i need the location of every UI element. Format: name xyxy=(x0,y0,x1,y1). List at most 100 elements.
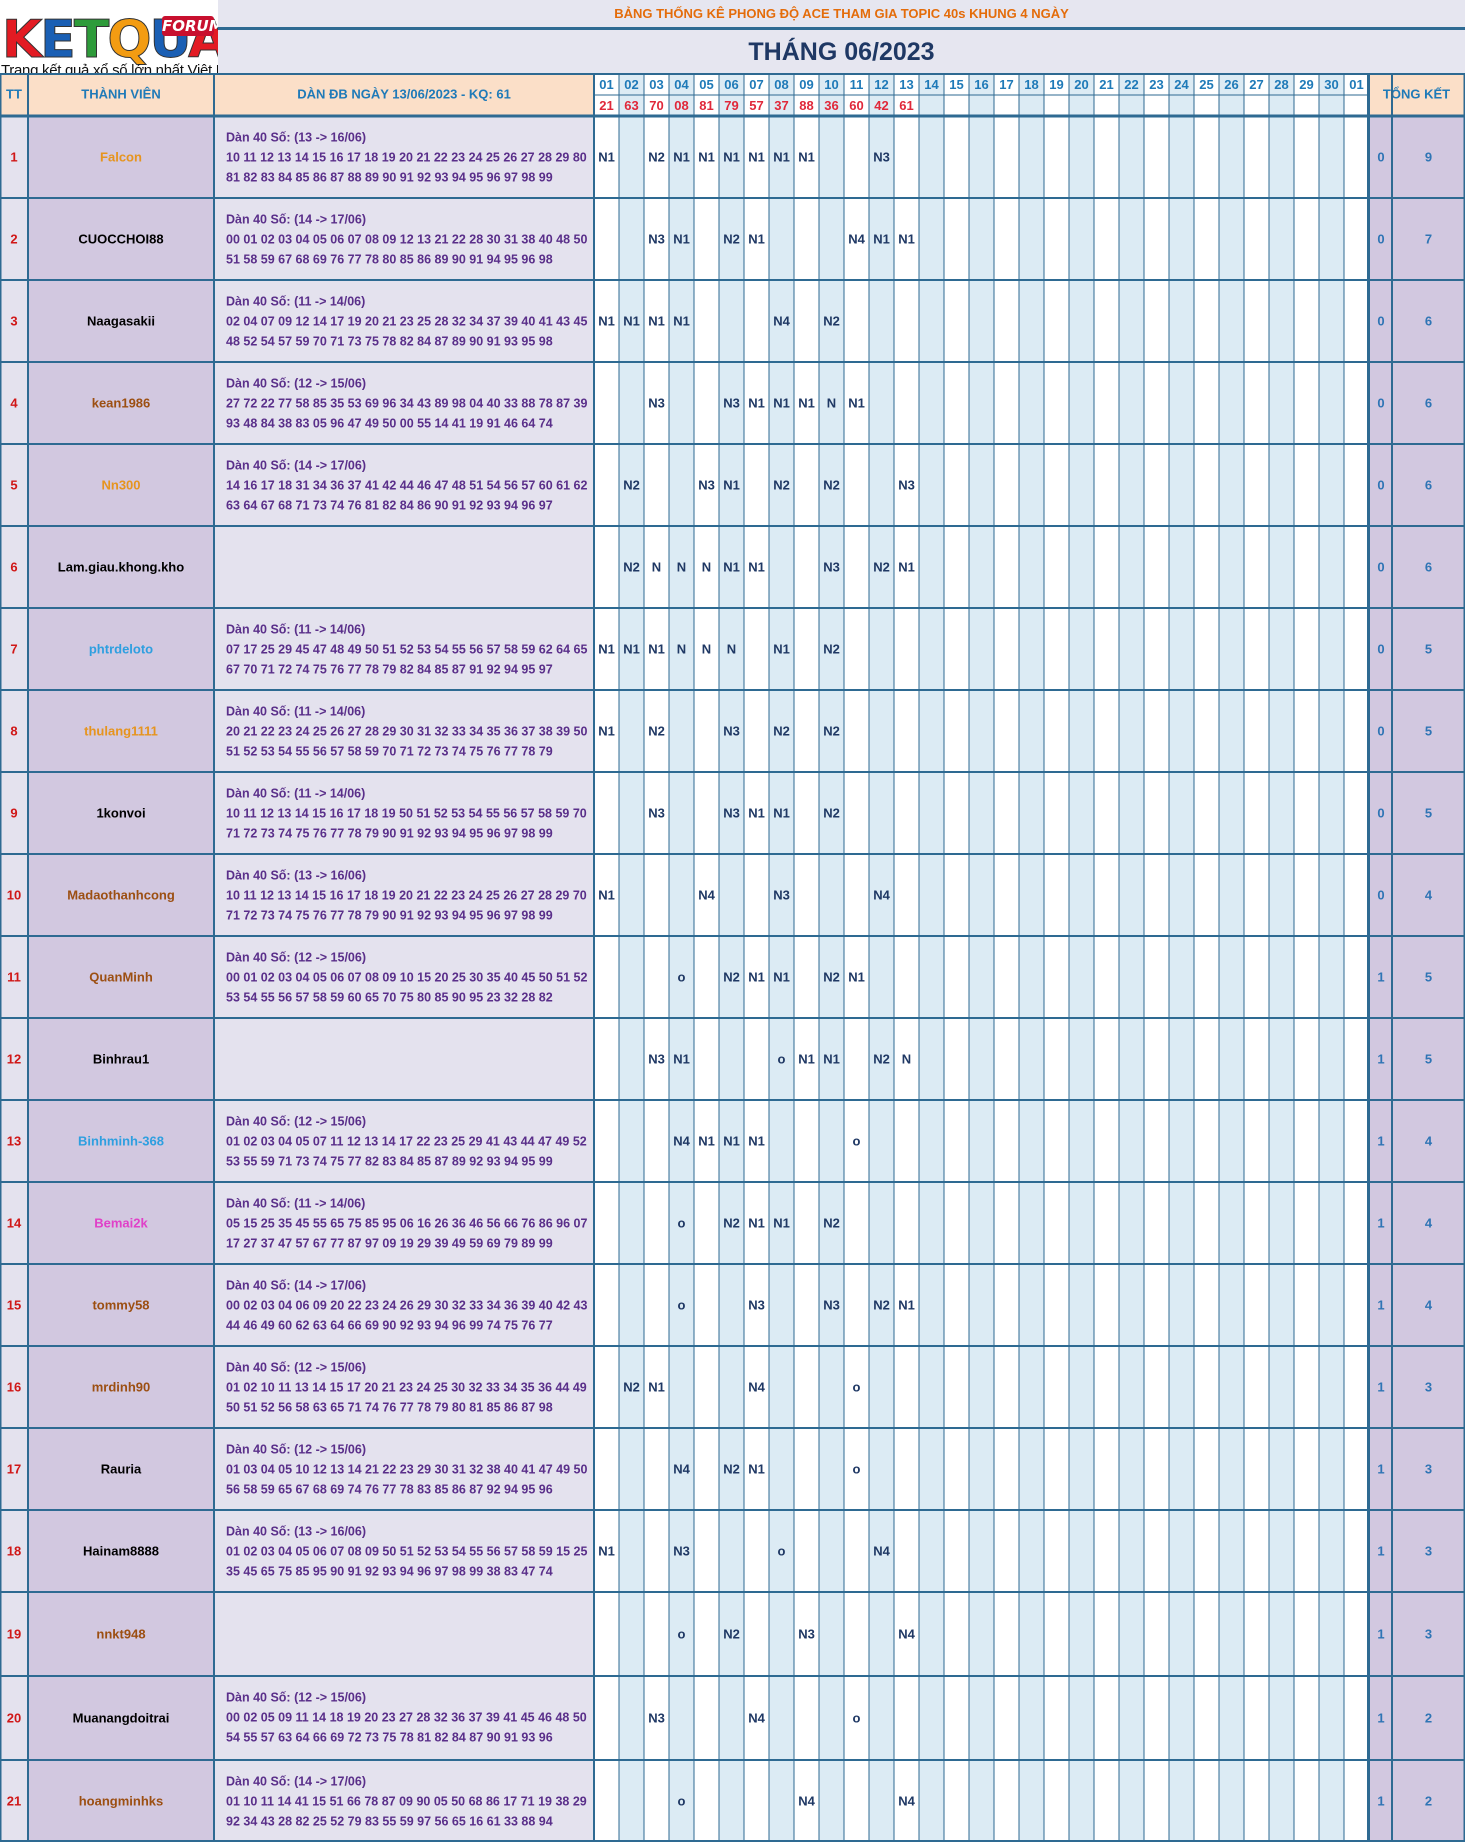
day-cell-bg xyxy=(969,1018,994,1100)
tt-cell-bg xyxy=(0,690,28,772)
day-mark: N1 xyxy=(848,395,865,410)
day-cell-bg xyxy=(919,1510,944,1592)
day-cell-bg xyxy=(769,854,794,936)
name-cell-bg xyxy=(28,1760,214,1842)
day-cell-bg xyxy=(869,1264,894,1346)
day-cell-bg xyxy=(644,116,669,198)
day-cell-bg xyxy=(669,116,694,198)
day-cell-bg xyxy=(619,198,644,280)
day-cell-bg xyxy=(969,1182,994,1264)
day-cell-bg xyxy=(594,116,619,198)
day-cell-bg xyxy=(619,1428,644,1510)
summary-a: 1 xyxy=(1377,1793,1384,1808)
day-cell-bg xyxy=(1244,444,1269,526)
day-mark: N1 xyxy=(748,805,765,820)
day-cell-bg xyxy=(669,1592,694,1676)
day-cell-bg xyxy=(744,1592,769,1676)
day-cell-bg xyxy=(819,854,844,936)
day-cell-bg xyxy=(669,1428,694,1510)
tt-cell-bg xyxy=(0,1182,28,1264)
day-cell-bg xyxy=(794,1592,819,1676)
day-cell-bg xyxy=(1044,1018,1069,1100)
member-name: Rauria xyxy=(101,1461,142,1476)
day-cell-bg xyxy=(1169,1760,1194,1842)
day-cell-bg xyxy=(1144,1676,1169,1760)
day-cell-bg xyxy=(644,1428,669,1510)
day-result: 42 xyxy=(874,98,888,113)
name-cell-bg xyxy=(28,116,214,198)
dan-title: Dàn 40 Số: (12 -> 15/06) xyxy=(226,1114,366,1128)
name-cell-bg xyxy=(28,1676,214,1760)
day-mark: N3 xyxy=(723,723,740,738)
member-name: thulang1111 xyxy=(84,723,158,738)
day-cell-bg xyxy=(1169,280,1194,362)
day-cell-bg xyxy=(994,526,1019,608)
row-number: 10 xyxy=(7,887,21,902)
day-cell-bg xyxy=(1119,854,1144,936)
day-cell-bg xyxy=(1044,772,1069,854)
day-cell-bg xyxy=(719,362,744,444)
day-cell-bg xyxy=(1044,1264,1069,1346)
day-mark: N1 xyxy=(798,1051,815,1066)
day-cell-bg xyxy=(1244,1264,1269,1346)
dan-cell-bg xyxy=(214,1264,594,1346)
row-number: 15 xyxy=(7,1297,21,1312)
summary-b: 3 xyxy=(1425,1626,1432,1641)
day-cell-bg xyxy=(794,1346,819,1428)
summary-a: 1 xyxy=(1377,969,1384,984)
day-mark: N1 xyxy=(748,559,765,574)
day-cell-bg xyxy=(1169,198,1194,280)
day-cell-bg xyxy=(769,1018,794,1100)
row-number: 7 xyxy=(10,641,17,656)
day-cell-bg xyxy=(1119,116,1144,198)
day-cell-bg xyxy=(1344,444,1369,526)
summary-b: 4 xyxy=(1425,1297,1433,1312)
day-number: 30 xyxy=(1324,77,1338,92)
day-cell-bg xyxy=(694,198,719,280)
day-cell-bg xyxy=(1119,772,1144,854)
member-name: nnkt948 xyxy=(96,1626,145,1641)
day-cell-bg xyxy=(1269,526,1294,608)
member-name: Muanangdoitrai xyxy=(73,1710,170,1725)
day-cell-bg xyxy=(594,936,619,1018)
summary-a: 0 xyxy=(1377,395,1384,410)
summary-cell-bg xyxy=(1368,1676,1465,1760)
dan-header: DÀN ĐB NGÀY 13/06/2023 - KQ: 61 xyxy=(297,86,511,101)
ketqua2-logo[interactable]: KETQUA2 FORUM Trang kết quả xổ số lớn nh… xyxy=(0,0,218,80)
day-cell-bg xyxy=(744,1018,769,1100)
day-number: 01 xyxy=(1349,77,1363,92)
day-cell-bg xyxy=(619,1510,644,1592)
day-cell-bg xyxy=(744,1264,769,1346)
day-number: 29 xyxy=(1299,77,1313,92)
day-cell-bg xyxy=(894,1100,919,1182)
day-cell-bg xyxy=(944,362,969,444)
day-cell-bg xyxy=(844,690,869,772)
day-cell-bg xyxy=(1269,772,1294,854)
day-cell-bg xyxy=(844,936,869,1018)
day-cell-bg xyxy=(1344,1510,1369,1592)
day-mark: N3 xyxy=(648,395,665,410)
dan-numbers-line1: 01 02 10 11 13 14 15 17 20 21 23 24 25 3… xyxy=(226,1380,587,1394)
day-mark: N2 xyxy=(823,969,840,984)
day-number: 21 xyxy=(1099,77,1113,92)
summary-b: 6 xyxy=(1425,559,1432,574)
day-cell-bg xyxy=(1169,1510,1194,1592)
tt-cell-bg xyxy=(0,1760,28,1842)
day-cell-bg xyxy=(1069,1018,1094,1100)
day-cell-bg xyxy=(1294,690,1319,772)
row-number: 3 xyxy=(10,313,17,328)
day-cell-bg xyxy=(1019,1346,1044,1428)
day-cell-bg xyxy=(994,1510,1019,1592)
day-mark: N2 xyxy=(823,313,840,328)
day-cell-bg xyxy=(744,526,769,608)
day-cell-bg xyxy=(1044,1428,1069,1510)
day-cell-bg xyxy=(869,280,894,362)
day-cell-bg xyxy=(944,1018,969,1100)
day-cell-bg xyxy=(1069,1264,1094,1346)
summary-b: 3 xyxy=(1425,1543,1432,1558)
day-mark: N xyxy=(902,1051,911,1066)
day-cell-bg xyxy=(1094,1428,1119,1510)
day-cell-bg xyxy=(1094,280,1119,362)
day-cell-bg xyxy=(794,280,819,362)
day-cell-bg xyxy=(869,1592,894,1676)
